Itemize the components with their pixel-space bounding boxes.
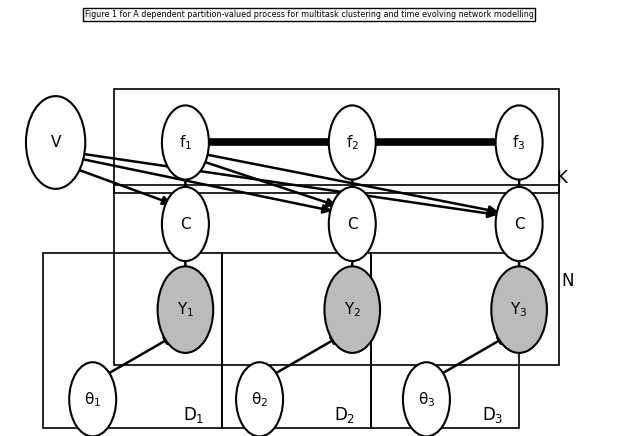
Ellipse shape <box>162 187 209 261</box>
Text: f$_2$: f$_2$ <box>345 133 359 152</box>
Text: Y$_2$: Y$_2$ <box>344 300 361 319</box>
FancyArrowPatch shape <box>436 337 506 377</box>
Ellipse shape <box>324 266 380 353</box>
FancyArrowPatch shape <box>182 249 189 278</box>
Text: θ$_1$: θ$_1$ <box>84 390 101 409</box>
FancyArrowPatch shape <box>515 167 523 197</box>
Ellipse shape <box>496 106 543 180</box>
FancyArrowPatch shape <box>201 161 334 206</box>
Bar <box>114 185 559 364</box>
Bar <box>371 252 519 428</box>
Ellipse shape <box>69 362 116 436</box>
Text: Y$_3$: Y$_3$ <box>510 300 528 319</box>
Ellipse shape <box>26 96 85 189</box>
FancyArrowPatch shape <box>515 249 523 278</box>
Bar <box>222 252 371 428</box>
Text: f$_3$: f$_3$ <box>512 133 526 152</box>
Ellipse shape <box>496 187 543 261</box>
Ellipse shape <box>329 106 376 180</box>
FancyArrowPatch shape <box>349 249 356 278</box>
Text: C: C <box>347 217 358 232</box>
Bar <box>114 89 559 194</box>
Ellipse shape <box>329 187 376 261</box>
FancyArrowPatch shape <box>269 337 339 377</box>
Text: N: N <box>561 272 574 290</box>
Text: D$_3$: D$_3$ <box>482 405 504 425</box>
Text: Y$_1$: Y$_1$ <box>177 300 194 319</box>
FancyArrowPatch shape <box>103 337 172 377</box>
Ellipse shape <box>158 266 213 353</box>
Text: D$_1$: D$_1$ <box>182 405 204 425</box>
Ellipse shape <box>403 362 450 436</box>
Text: V: V <box>51 135 61 150</box>
FancyArrowPatch shape <box>72 167 169 204</box>
Text: C: C <box>180 217 191 232</box>
Text: D$_2$: D$_2$ <box>334 405 355 425</box>
Text: θ$_2$: θ$_2$ <box>251 390 268 409</box>
FancyArrowPatch shape <box>81 159 329 212</box>
Text: K: K <box>556 169 567 187</box>
Text: f$_1$: f$_1$ <box>179 133 192 152</box>
Text: θ$_3$: θ$_3$ <box>418 390 435 409</box>
Text: Figure 1 for A dependent partition-valued process for multitask clustering and t: Figure 1 for A dependent partition-value… <box>85 10 533 19</box>
Ellipse shape <box>162 106 209 180</box>
FancyArrowPatch shape <box>83 154 494 217</box>
FancyArrowPatch shape <box>349 167 356 197</box>
FancyArrowPatch shape <box>206 154 496 214</box>
FancyArrowPatch shape <box>182 167 189 197</box>
Ellipse shape <box>491 266 547 353</box>
Bar <box>43 252 222 428</box>
Ellipse shape <box>236 362 283 436</box>
Text: C: C <box>514 217 525 232</box>
